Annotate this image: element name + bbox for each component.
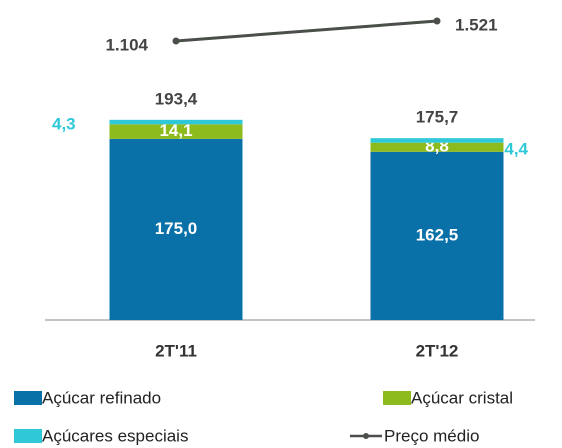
line-label: 1.521 [455,15,498,34]
bar-segment [109,119,243,125]
legend-label: Açúcar cristal [411,388,513,407]
total-label: 175,7 [416,108,459,127]
legend-swatch [14,391,42,405]
data-label: 4,4 [504,139,528,158]
legend-swatch [363,433,369,439]
line-marker [172,37,180,45]
legend-label: Preço médio [384,426,479,445]
x-tick-label: 2T'12 [416,341,459,360]
legend-label: Açúcar refinado [42,388,161,407]
line-label: 1.104 [105,35,148,54]
legend-label: Açúcares especiais [42,426,188,445]
line-marker [433,17,441,25]
data-label: 4,3 [52,114,76,133]
bar-segment [370,142,504,152]
data-label: 162,5 [416,225,459,244]
total-label: 193,4 [155,89,198,108]
bar-segment [109,138,243,320]
line-series [175,19,438,43]
data-label: 175,0 [155,219,198,238]
legend-swatch [14,429,42,443]
bar-segment [370,151,504,320]
data-label: 14,1 [159,121,192,140]
bar-segment [370,138,504,143]
legend-swatch [383,391,411,405]
x-tick-label: 2T'11 [155,341,197,360]
bar-segment [109,124,243,139]
